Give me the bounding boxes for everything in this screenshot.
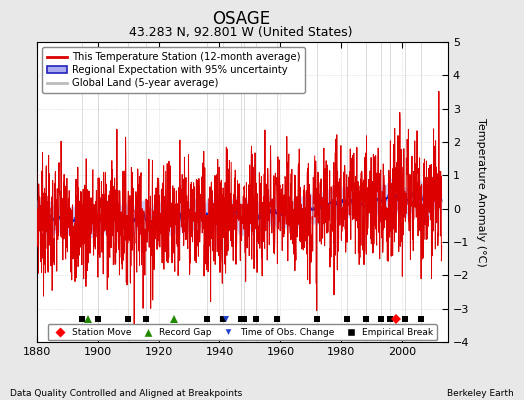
Y-axis label: Temperature Anomaly (°C): Temperature Anomaly (°C) (476, 118, 486, 266)
Legend: Station Move, Record Gap, Time of Obs. Change, Empirical Break: Station Move, Record Gap, Time of Obs. C… (48, 324, 437, 340)
Text: 43.283 N, 92.801 W (United States): 43.283 N, 92.801 W (United States) (129, 26, 353, 39)
Text: Berkeley Earth: Berkeley Earth (447, 389, 514, 398)
Text: Data Quality Controlled and Aligned at Breakpoints: Data Quality Controlled and Aligned at B… (10, 389, 243, 398)
Text: OSAGE: OSAGE (212, 10, 270, 28)
